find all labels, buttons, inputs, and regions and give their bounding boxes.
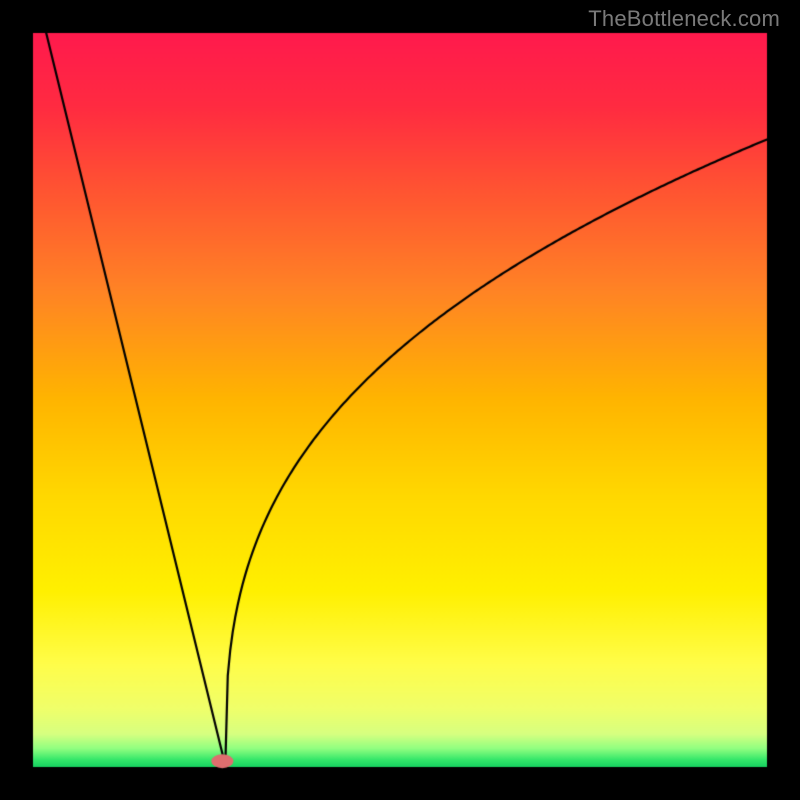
chart-root: TheBottleneck.com — [0, 0, 800, 800]
watermark-text: TheBottleneck.com — [588, 6, 780, 32]
bottleneck-curve-chart — [0, 0, 800, 800]
